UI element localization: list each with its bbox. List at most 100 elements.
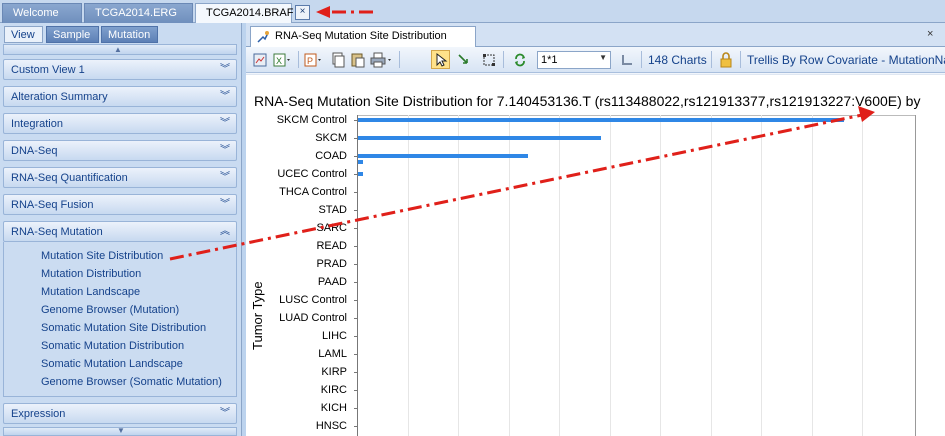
bar[interactable] — [358, 172, 363, 176]
dropdown-arrow-icon: ▼ — [599, 53, 607, 62]
nav-item-mutation-site-distribution[interactable]: Mutation Site Distribution — [41, 250, 164, 262]
export-image-button[interactable] — [251, 50, 269, 69]
chart-title: RNA-Seq Mutation Site Distribution for 7… — [254, 93, 921, 109]
bar[interactable] — [358, 136, 601, 140]
category-label: SKCM Control — [276, 114, 347, 126]
nav-item-mutation-distribution[interactable]: Mutation Distribution — [41, 268, 142, 280]
gridline — [458, 115, 459, 436]
excel-icon: X — [273, 53, 290, 66]
y-tick — [354, 246, 357, 247]
chart-tab-label: RNA-Seq Mutation Site Distribution — [275, 30, 447, 42]
layout-options-button[interactable] — [618, 50, 636, 69]
y-tick — [354, 264, 357, 265]
doc-tab-tcga2014-erg[interactable]: TCGA2014.ERG — [84, 3, 193, 23]
panel-integration[interactable]: Integration ︾ — [3, 113, 237, 134]
scroll-up-strip[interactable]: ▲ — [3, 44, 237, 55]
export-ppt-button[interactable]: P — [303, 50, 325, 69]
y-tick — [354, 426, 357, 427]
panel-label: RNA-Seq Fusion — [11, 199, 94, 211]
doc-tab-welcome[interactable]: Welcome — [2, 3, 82, 23]
export-excel-button[interactable]: X — [272, 50, 294, 69]
plot-right-border — [915, 115, 916, 436]
category-label: SARC — [316, 222, 347, 234]
pointer-icon — [436, 52, 447, 67]
category-label: LIHC — [321, 330, 347, 342]
zoom-button[interactable] — [454, 50, 472, 69]
chart-toolbar: X P 1*1 ▼ — [246, 47, 945, 73]
gridline — [660, 115, 661, 436]
close-chart-tab-icon[interactable]: × — [927, 28, 934, 40]
y-tick — [354, 390, 357, 391]
scroll-down-strip[interactable]: ▼ — [3, 426, 237, 436]
category-label: KIRC — [320, 384, 347, 396]
panel-rna-seq-fusion[interactable]: RNA-Seq Fusion ︾ — [3, 194, 237, 215]
double-chevron-up-icon: ︽ — [220, 226, 230, 237]
double-chevron-down-icon: ︾ — [220, 199, 230, 210]
toolbar-separator — [711, 51, 712, 68]
chart-tab-rna-seq-mutation-site-distribution[interactable]: RNA-Seq Mutation Site Distribution — [250, 26, 476, 47]
side-tab-view[interactable]: View — [4, 26, 43, 43]
y-tick — [354, 138, 357, 139]
nav-item-genome-browser-mutation[interactable]: Genome Browser (Mutation) — [41, 304, 180, 316]
panel-rna-seq-quantification[interactable]: RNA-Seq Quantification ︾ — [3, 167, 237, 188]
double-chevron-down-icon: ︾ — [220, 118, 230, 129]
panel-label: Integration — [11, 118, 63, 130]
panel-dna-seq[interactable]: DNA-Seq ︾ — [3, 140, 237, 161]
nav-item-somatic-mutation-landscape[interactable]: Somatic Mutation Landscape — [41, 358, 183, 370]
clipboard-icon — [351, 53, 365, 67]
panel-label: Alteration Summary — [11, 91, 108, 103]
panel-alteration-summary[interactable]: Alteration Summary ︾ — [3, 86, 237, 107]
print-button[interactable] — [369, 50, 395, 69]
nav-item-genome-browser-somatic-mutation[interactable]: Genome Browser (Somatic Mutation) — [41, 376, 222, 388]
fit-frame-icon — [483, 53, 495, 66]
export-image-icon — [253, 53, 267, 66]
chart-tool-icon — [257, 31, 269, 43]
side-tab-mutation[interactable]: Mutation — [101, 26, 158, 43]
charts-count: 148 Charts — [648, 53, 707, 67]
trellis-label[interactable]: Trellis By Row Covariate - MutationNa — [747, 53, 945, 67]
panel-rna-seq-mutation[interactable]: RNA-Seq Mutation ︽ — [3, 221, 237, 242]
zoom-arrow-icon — [458, 53, 468, 64]
layout-select-value: 1*1 — [541, 54, 558, 66]
category-label: LUAD Control — [279, 312, 347, 324]
refresh-icon — [515, 53, 525, 66]
gridline — [812, 115, 813, 436]
lock-button[interactable] — [717, 50, 735, 69]
bar[interactable] — [358, 118, 844, 122]
panel-expression[interactable]: Expression ︾ — [3, 403, 237, 424]
layout-select[interactable]: 1*1 ▼ — [537, 51, 611, 69]
panel-label: Expression — [11, 408, 66, 420]
paste-button[interactable] — [349, 50, 367, 69]
category-label: LUSC Control — [279, 294, 347, 306]
nav-item-somatic-mutation-site-distribution[interactable]: Somatic Mutation Site Distribution — [41, 322, 207, 334]
close-tab-icon[interactable]: × — [295, 5, 310, 20]
toolbar-separator — [503, 51, 504, 68]
y-tick — [354, 228, 357, 229]
category-label: UCEC Control — [277, 168, 347, 180]
category-label: COAD — [315, 150, 347, 162]
copy-button[interactable] — [329, 50, 347, 69]
y-axis-line — [357, 115, 358, 436]
refresh-button[interactable] — [511, 50, 529, 69]
category-label: HNSC — [315, 420, 347, 432]
svg-text:X: X — [276, 56, 282, 66]
double-chevron-down-icon: ︾ — [220, 408, 230, 419]
fit-button[interactable] — [480, 50, 498, 69]
y-tick — [354, 372, 357, 373]
double-chevron-down-icon: ︾ — [220, 64, 230, 75]
doc-tab-tcga2014-braf[interactable]: TCGA2014.BRAF — [195, 3, 293, 23]
bar[interactable] — [358, 154, 528, 158]
y-tick — [354, 354, 357, 355]
select-pointer-button[interactable] — [431, 50, 450, 69]
side-tab-sample[interactable]: Sample — [46, 26, 99, 43]
document-tab-bar: Welcome TCGA2014.ERG TCGA2014.BRAF × — [0, 0, 945, 23]
category-label: PRAD — [316, 258, 347, 270]
left-navigation-panel: View Sample Mutation ▲ Custom View 1 ︾ A… — [0, 23, 242, 436]
bar[interactable] — [358, 160, 363, 164]
panel-custom-view-1[interactable]: Custom View 1 ︾ — [3, 59, 237, 80]
nav-item-mutation-landscape[interactable]: Mutation Landscape — [41, 286, 141, 298]
nav-item-somatic-mutation-distribution[interactable]: Somatic Mutation Distribution — [41, 340, 185, 352]
chart-view-panel: RNA-Seq Mutation Site Distribution × X P — [246, 23, 945, 436]
gridline — [610, 115, 611, 436]
y-axis-label: Tumor Type — [250, 281, 265, 350]
